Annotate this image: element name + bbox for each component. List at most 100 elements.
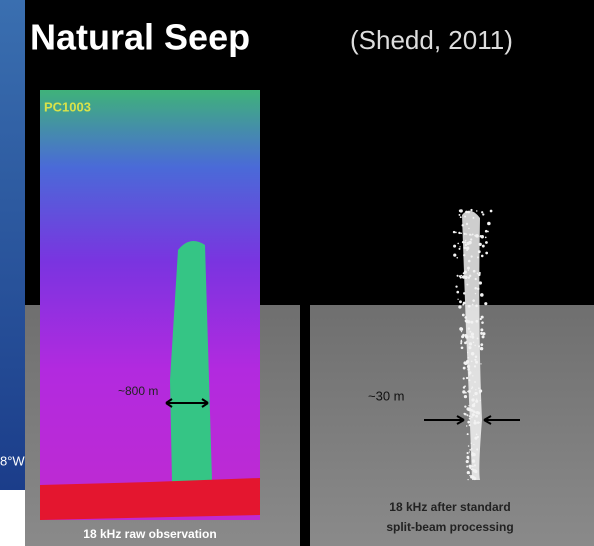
bubble-dot (466, 456, 469, 459)
bubble-dot (471, 234, 472, 235)
bubble-dot (459, 248, 461, 250)
bubble-dot (457, 275, 459, 277)
bubble-dot (453, 245, 456, 248)
bubble-dot (463, 367, 466, 370)
bubble-dot (462, 241, 464, 243)
bubble-dot (483, 213, 484, 214)
caption-line: split-beam processing (386, 520, 513, 534)
bubble-dot (475, 389, 476, 390)
bubble-dot (468, 465, 471, 468)
bubble-dot (460, 232, 462, 234)
bubble-dot (456, 257, 458, 259)
bubble-dot (465, 335, 468, 338)
bubble-dot (467, 368, 470, 371)
bubble-dot (469, 449, 471, 451)
bubble-dot (463, 272, 465, 274)
bubble-dot (468, 405, 469, 406)
bubble-dot (468, 390, 471, 393)
bubble-dot (485, 241, 488, 244)
bubble-dot (462, 390, 465, 393)
bubble-dot (455, 285, 457, 287)
bubble-dot (468, 445, 470, 447)
bubble-dot (474, 359, 476, 361)
bubble-dot (471, 469, 473, 471)
bubble-dot (459, 214, 461, 216)
bubble-dot (463, 361, 466, 364)
bubble-dot (461, 331, 462, 332)
bubble-dot (479, 281, 482, 284)
bubble-dot (467, 267, 470, 270)
bubble-dot (469, 234, 471, 236)
bubble-dot (469, 343, 472, 346)
bubble-dot (466, 233, 467, 234)
bubble-dot (459, 246, 460, 247)
bubble-dot (469, 451, 470, 452)
bubble-dot (474, 464, 476, 466)
caption: 18 kHz raw observation (83, 527, 216, 541)
seabed-echo (40, 478, 260, 520)
bubble-dot (466, 452, 468, 454)
bubble-dot (470, 321, 473, 324)
bubble-dot (471, 409, 473, 411)
bubble-dot (473, 395, 474, 396)
bubble-dot (485, 252, 488, 255)
bubble-dot (479, 392, 481, 394)
bubble-dot (468, 327, 470, 329)
bubble-dot (471, 255, 473, 257)
bubble-dot (475, 356, 478, 359)
bubble-dot (469, 418, 471, 420)
bubble-dot (475, 361, 478, 364)
panel-tag: PC1003 (44, 99, 91, 114)
bubble-dot (467, 320, 470, 323)
bubble-dot (474, 420, 476, 422)
width-label: ~30 m (368, 388, 405, 403)
bubble-dot (464, 395, 467, 398)
bubble-dot (472, 304, 474, 306)
bubble-dot (460, 216, 462, 218)
bubble-dot (472, 465, 474, 467)
bubble-dot (453, 254, 456, 257)
bubble-dot (462, 304, 464, 306)
bubble-dot (471, 448, 473, 450)
bubble-dot (467, 363, 469, 365)
bubble-dot (467, 421, 470, 424)
bubble-dot (472, 459, 476, 463)
bubble-dot (481, 211, 483, 213)
bubble-dot (471, 416, 473, 418)
bubble-dot (471, 336, 474, 339)
slide: 8°W Natural Seep (Shedd, 2011) PC1003 ~8… (0, 0, 594, 546)
bubble-dot (473, 342, 474, 343)
bubble-dot (467, 433, 469, 435)
bubble-dot (464, 233, 466, 235)
bubble-dot (477, 256, 479, 258)
bubble-dot (477, 412, 480, 415)
bubble-dot (464, 276, 467, 279)
bubble-dot (462, 314, 465, 317)
bubble-dot (476, 448, 478, 450)
bubble-dot (466, 377, 468, 379)
bubble-dot (480, 318, 482, 320)
bubble-dot (475, 400, 478, 403)
bubble-dot (466, 341, 467, 342)
bubble-dot (471, 352, 474, 355)
bubble-dot (481, 235, 484, 238)
bubble-dot (477, 338, 479, 340)
bubble-dot (466, 284, 468, 286)
bubble-dot (471, 360, 473, 362)
white-box (0, 490, 25, 546)
echogram (40, 90, 260, 520)
bubble-dot (472, 413, 475, 416)
bubble-dot (467, 211, 470, 214)
bubble-dot (466, 249, 468, 251)
bubble-dot (478, 250, 481, 253)
bubble-dot (479, 422, 480, 423)
bubble-dot (487, 231, 489, 233)
bubble-dot (468, 270, 469, 271)
bubble-dot (465, 244, 467, 246)
bubble-dot (474, 392, 477, 395)
bubble-dot (482, 332, 485, 335)
bubble-dot (465, 211, 468, 214)
bubble-dot (465, 240, 466, 241)
bubble-dot (470, 238, 472, 240)
bubble-dot (471, 443, 472, 444)
